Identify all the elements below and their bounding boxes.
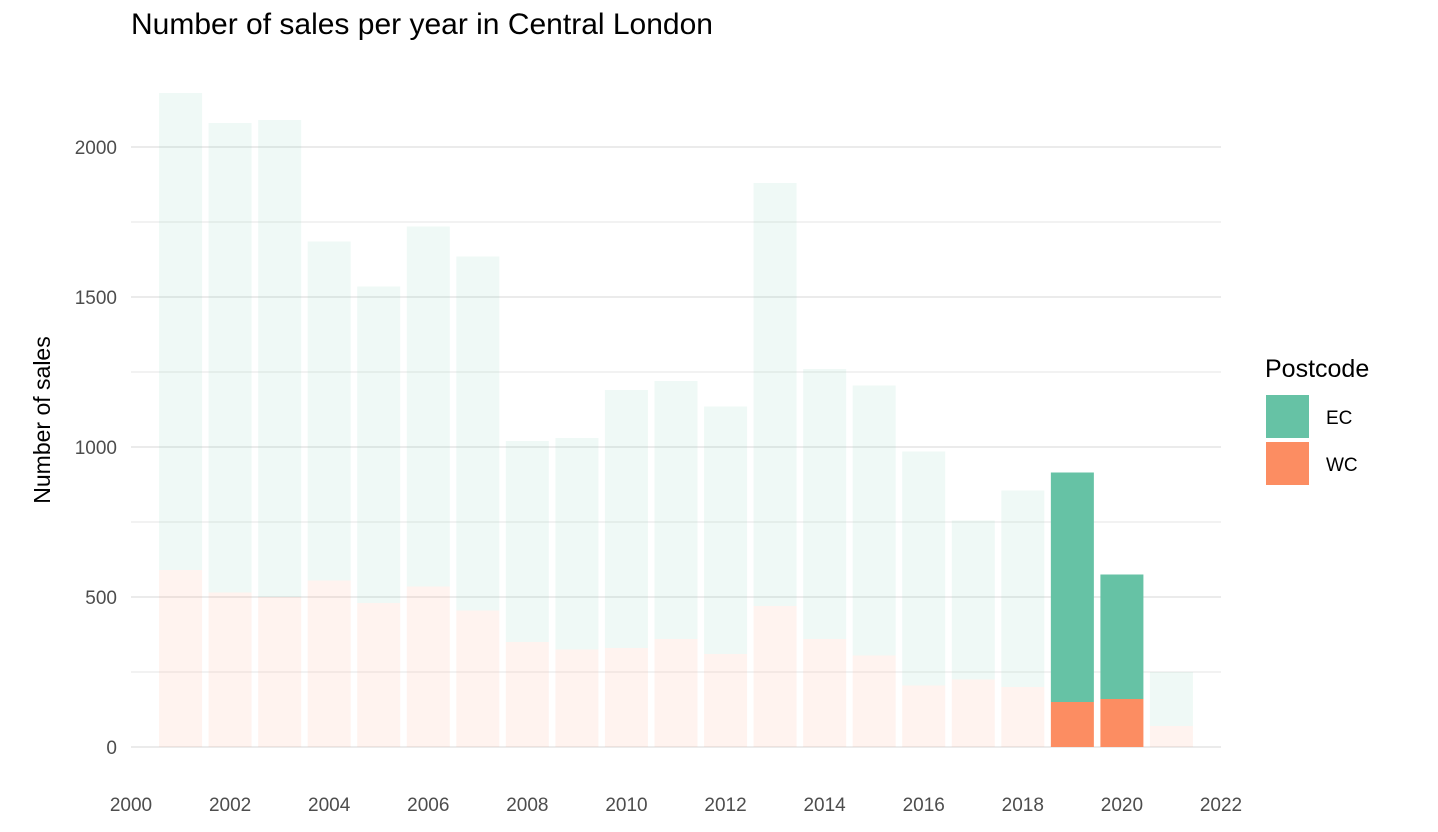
bar-ec-2019 (1050, 472, 1094, 702)
y-axis-ticks: 0 500 1000 1500 2000 (75, 138, 117, 759)
x-tick-label: 2004 (308, 795, 351, 816)
bar-wc-2012 (704, 654, 748, 747)
bar-wc-2013 (753, 606, 797, 747)
bar-ec-2011 (654, 381, 698, 639)
bar-wc-2016 (902, 685, 946, 747)
x-tick-label: 2018 (1002, 795, 1044, 816)
x-tick-label: 2012 (704, 795, 746, 816)
bar-ec-2004 (307, 241, 351, 581)
bar-wc-2001 (159, 570, 203, 747)
bar-ec-2015 (852, 385, 896, 656)
bar-wc-2010 (604, 648, 648, 747)
y-tick-label: 500 (85, 588, 117, 609)
bar-wc-2018 (1001, 687, 1045, 747)
grid-lines (131, 146, 1221, 748)
legend: Postcode EC WC (1265, 355, 1369, 485)
legend-label-ec: EC (1326, 408, 1352, 429)
bar-wc-2003 (258, 597, 302, 747)
bar-ec-2018 (1001, 490, 1045, 687)
bar-wc-2015 (852, 655, 896, 747)
x-tick-label: 2000 (110, 795, 152, 816)
bar-wc-2020 (1100, 699, 1144, 747)
bar-ec-2016 (902, 451, 946, 686)
y-tick-label: 2000 (75, 138, 117, 159)
bar-wc-2009 (555, 649, 599, 747)
bar-wc-2007 (456, 610, 500, 747)
bar-ec-2001 (159, 93, 203, 570)
bar-ec-2012 (704, 406, 748, 654)
bar-ec-2009 (555, 438, 599, 650)
legend-swatch-wc (1266, 442, 1309, 485)
x-tick-label: 2002 (209, 795, 251, 816)
bar-wc-2011 (654, 639, 698, 747)
bar-ec-2020 (1100, 574, 1144, 699)
bar-ec-2007 (456, 256, 500, 611)
bar-ec-2017 (951, 520, 995, 680)
bar-ec-2014 (803, 369, 847, 639)
bar-ec-2013 (753, 183, 797, 606)
bar-ec-2010 (604, 390, 648, 648)
bar-wc-2021 (1149, 726, 1193, 747)
chart-title: Number of sales per year in Central Lond… (131, 8, 713, 41)
x-tick-label: 2014 (803, 795, 846, 816)
bar-ec-2003 (258, 120, 302, 597)
y-tick-label: 1000 (75, 438, 117, 459)
x-tick-label: 2016 (903, 795, 945, 816)
x-tick-label: 2008 (506, 795, 548, 816)
bar-ec-2008 (505, 441, 549, 642)
bar-wc-2014 (803, 639, 847, 747)
bars (159, 93, 1193, 747)
x-tick-label: 2010 (605, 795, 647, 816)
bar-ec-2006 (406, 226, 450, 587)
bar-ec-2021 (1149, 672, 1193, 726)
bar-wc-2006 (406, 586, 450, 747)
y-axis-label: Number of sales (29, 336, 55, 503)
y-tick-label: 1500 (75, 288, 117, 309)
bar-wc-2004 (307, 580, 351, 747)
bar-wc-2019 (1050, 702, 1094, 747)
x-tick-label: 2022 (1200, 795, 1242, 816)
bar-ec-2005 (357, 286, 401, 603)
bar-ec-2002 (208, 123, 252, 593)
y-tick-label: 0 (106, 738, 117, 759)
x-tick-label: 2020 (1101, 795, 1143, 816)
bar-wc-2008 (505, 642, 549, 747)
legend-title: Postcode (1265, 355, 1369, 383)
bar-wc-2017 (951, 679, 995, 747)
x-tick-label: 2006 (407, 795, 449, 816)
legend-label-wc: WC (1326, 455, 1358, 476)
x-axis-ticks: 2000 2002 2004 2006 2008 2010 2012 2014 2016 2018… (110, 795, 1242, 816)
bar-wc-2002 (208, 592, 252, 747)
legend-swatch-ec (1266, 395, 1309, 438)
bar-wc-2005 (357, 603, 401, 747)
